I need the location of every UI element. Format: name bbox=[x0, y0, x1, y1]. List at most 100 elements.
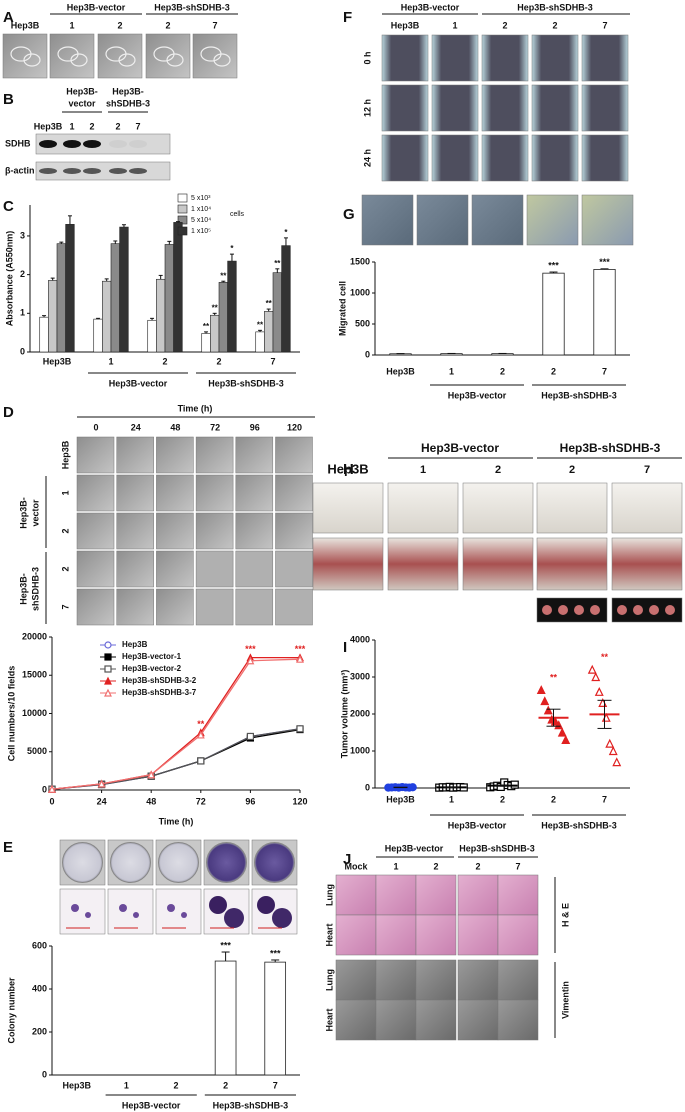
column-label: 2 bbox=[495, 464, 501, 476]
x-tick-label: 1 bbox=[449, 366, 454, 376]
row-label: 0 h bbox=[362, 51, 372, 64]
histology-image bbox=[457, 914, 499, 956]
legend-label: Hep3B-shSDHB-3-7 bbox=[122, 688, 197, 697]
legend-label: 5 x10³ bbox=[191, 195, 211, 202]
x-tick-label: 2 bbox=[216, 356, 221, 366]
group-header: Hep3B- bbox=[18, 497, 28, 529]
micrograph bbox=[235, 550, 274, 588]
band bbox=[83, 168, 101, 174]
mouse-photo bbox=[312, 537, 384, 591]
significance: ** bbox=[220, 271, 227, 280]
wound-image bbox=[381, 34, 429, 82]
time-label: 48 bbox=[170, 422, 180, 432]
significance: *** bbox=[245, 644, 256, 654]
column-label: 2 bbox=[502, 20, 507, 30]
tumor bbox=[633, 605, 643, 615]
group-label: Hep3B-shSDHB-3 bbox=[541, 390, 617, 400]
y-tick-label: 400 bbox=[32, 983, 47, 993]
column-label: 2 bbox=[569, 464, 575, 476]
column-label: 1 bbox=[393, 861, 398, 871]
x-tick-label: 2 bbox=[223, 1080, 228, 1090]
row-label: SDHB bbox=[5, 138, 31, 148]
colony bbox=[119, 904, 127, 912]
colony bbox=[71, 904, 79, 912]
group-label: Hep3B-shSDHB-3 bbox=[213, 1100, 289, 1110]
x-tick-label: 2 bbox=[551, 794, 556, 804]
histology-image bbox=[457, 999, 499, 1041]
legend-marker bbox=[104, 641, 112, 649]
panel-letter: I bbox=[343, 639, 347, 656]
x-tick-label: 24 bbox=[97, 796, 107, 806]
wound-image bbox=[531, 134, 579, 182]
legend-label: Hep3B-vector-1 bbox=[122, 652, 182, 661]
row-label: β-actin bbox=[5, 165, 35, 175]
band bbox=[63, 168, 81, 174]
row-label: Heart bbox=[324, 923, 334, 946]
micrograph bbox=[116, 550, 154, 588]
bar bbox=[255, 331, 265, 353]
group-header: Hep3B-shSDHB-3 bbox=[154, 2, 230, 12]
histology-image bbox=[375, 999, 417, 1041]
micrograph bbox=[195, 588, 234, 626]
x-tick-label: Hep3B bbox=[43, 356, 72, 366]
y-tick-label: 10000 bbox=[22, 708, 47, 718]
group-header: shSDHB-3 bbox=[30, 567, 40, 611]
x-tick-label: 2 bbox=[162, 356, 167, 366]
colony-micrograph bbox=[59, 888, 106, 935]
micrograph bbox=[145, 33, 191, 79]
x-tick-label: 2 bbox=[173, 1080, 178, 1090]
histology-image bbox=[457, 874, 499, 916]
column-label: 2 bbox=[433, 861, 438, 871]
x-tick-label: 2 bbox=[551, 366, 556, 376]
column-label: 2 bbox=[117, 20, 122, 30]
time-title: Time (h) bbox=[178, 403, 213, 413]
y-tick-label: 5000 bbox=[27, 746, 47, 756]
legend-swatch bbox=[177, 226, 188, 236]
transwell-image bbox=[526, 194, 579, 246]
x-tick-label: Hep3B bbox=[63, 1080, 92, 1090]
legend-swatch bbox=[177, 204, 188, 214]
bar bbox=[264, 311, 274, 353]
colony bbox=[257, 896, 275, 914]
bar bbox=[119, 226, 129, 353]
x-tick-label: 72 bbox=[196, 796, 206, 806]
wound-image bbox=[481, 34, 529, 82]
colony bbox=[209, 896, 227, 914]
marker bbox=[608, 746, 618, 756]
lane-label: 2 bbox=[115, 121, 120, 131]
marker bbox=[296, 654, 304, 663]
y-tick-label: 20000 bbox=[22, 631, 47, 641]
bar bbox=[164, 244, 174, 353]
marker bbox=[554, 720, 564, 730]
histology-image bbox=[335, 999, 377, 1041]
x-tick-label: Hep3B bbox=[386, 366, 415, 376]
bar bbox=[156, 278, 166, 353]
row-label: 12 h bbox=[362, 99, 372, 117]
marker bbox=[587, 664, 597, 674]
micrograph bbox=[76, 512, 115, 550]
colony bbox=[224, 908, 244, 928]
colony bbox=[181, 912, 187, 918]
micrograph bbox=[235, 588, 274, 626]
x-tick-label: 7 bbox=[602, 366, 607, 376]
significance: ** bbox=[274, 259, 281, 268]
y-tick-label: 600 bbox=[32, 940, 47, 950]
tumor bbox=[574, 605, 584, 615]
panel-letter: A bbox=[3, 9, 14, 26]
transwell-image bbox=[581, 194, 634, 246]
y-tick-label: 15000 bbox=[22, 670, 47, 680]
legend-label: Hep3B bbox=[122, 640, 148, 649]
micrograph bbox=[195, 474, 234, 512]
histology-image bbox=[497, 999, 539, 1041]
column-label: Hep3B bbox=[327, 461, 368, 476]
lane-label: 1 bbox=[69, 121, 74, 131]
micrograph bbox=[275, 588, 313, 626]
x-tick-label: 2 bbox=[500, 366, 505, 376]
bar bbox=[593, 269, 616, 356]
legend-note: cells bbox=[230, 211, 245, 218]
marker bbox=[536, 685, 546, 695]
histology-image bbox=[415, 999, 457, 1041]
panel-letter: D bbox=[3, 404, 14, 421]
column-label: Hep3B bbox=[391, 20, 420, 30]
tumor bbox=[590, 605, 600, 615]
